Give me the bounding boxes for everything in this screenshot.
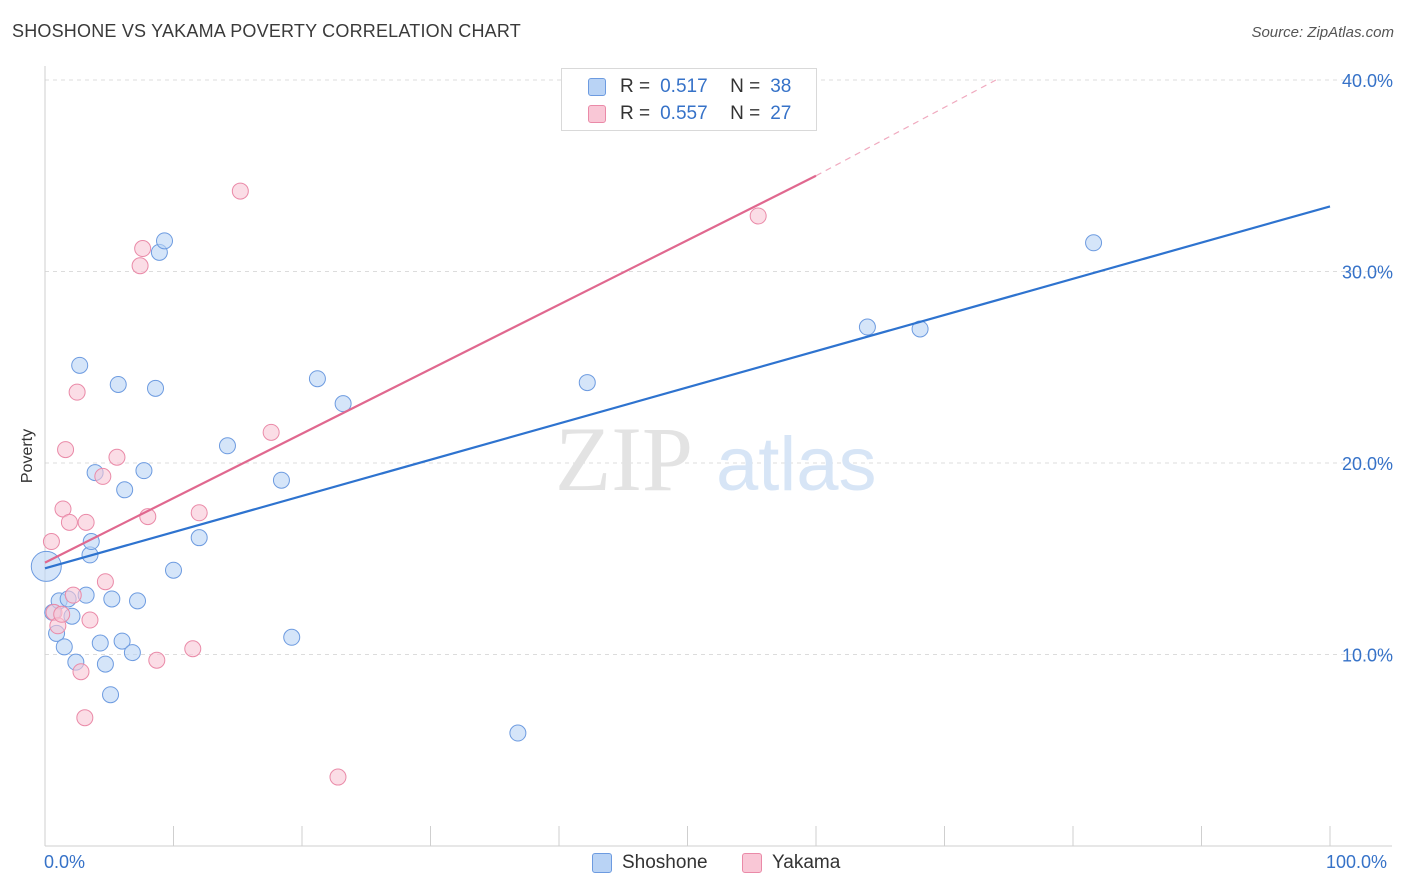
yakama-point xyxy=(68,383,86,401)
shoshone-point xyxy=(218,437,236,455)
yakama-point xyxy=(96,573,114,591)
shoshone-point xyxy=(190,529,208,547)
grid xyxy=(45,79,1392,655)
yakama-n-value: 27 xyxy=(770,103,792,124)
yakama-point xyxy=(190,504,208,522)
yakama-point xyxy=(131,257,149,275)
yakama-swatch xyxy=(588,105,606,123)
shoshone-point xyxy=(308,370,326,388)
legend-row-yakama: R = 0.557 N = 27 xyxy=(588,102,791,126)
legend-item-shoshone: Shoshone xyxy=(592,852,708,874)
shoshone-point xyxy=(272,471,290,489)
correlation-legend: R = 0.517 N = 38 R = 0.557 N = 27 xyxy=(561,68,817,131)
yakama-point xyxy=(53,605,71,623)
series-legend: Shoshone Yakama xyxy=(0,852,1406,876)
yakama-point xyxy=(262,423,280,441)
shoshone-point xyxy=(116,481,134,499)
yakama-point xyxy=(184,640,202,658)
yakama-point xyxy=(148,651,166,669)
shoshone-point xyxy=(1085,234,1103,252)
y-tick-labels: 10.0% 20.0% 30.0% 40.0% xyxy=(1342,71,1393,666)
yakama-r-value: 0.557 xyxy=(660,103,708,124)
shoshone-legend-label: Shoshone xyxy=(622,852,708,873)
yakama-legend-label: Yakama xyxy=(772,852,841,873)
r-label: R = xyxy=(620,103,651,124)
yakama-point xyxy=(231,182,249,200)
n-label: N = xyxy=(730,103,761,124)
r-label: R = xyxy=(620,76,651,97)
shoshone-point xyxy=(165,561,182,579)
yakama-point xyxy=(76,709,94,727)
yakama-trend-line xyxy=(44,174,817,564)
y-tick-label: 20.0% xyxy=(1342,454,1393,474)
shoshone-trend-line xyxy=(44,205,1331,570)
shoshone-point xyxy=(578,374,596,392)
shoshone-point xyxy=(102,686,120,704)
yakama-trend-extension xyxy=(815,79,997,177)
yakama-point xyxy=(134,240,152,258)
yakama-point xyxy=(64,586,82,604)
x-tick-min: 0.0% xyxy=(44,852,86,872)
watermark: ZIP atlas xyxy=(555,408,877,510)
shoshone-point xyxy=(123,644,141,662)
yakama-point xyxy=(749,207,767,225)
shoshone-n-value: 38 xyxy=(770,76,792,97)
yakama-point xyxy=(72,663,90,681)
yakama-point xyxy=(329,768,347,786)
yakama-point xyxy=(77,513,95,531)
shoshone-legend-swatch xyxy=(592,853,612,873)
shoshone-r-value: 0.517 xyxy=(660,76,708,97)
shoshone-point xyxy=(96,655,114,673)
trend-lines xyxy=(44,79,1331,570)
chart-title: SHOSHONE VS YAKAMA POVERTY CORRELATION C… xyxy=(12,21,521,41)
shoshone-swatch xyxy=(588,78,606,96)
shoshone-point xyxy=(71,356,89,374)
shoshone-point xyxy=(509,724,527,742)
shoshone-point xyxy=(147,379,165,397)
shoshone-point xyxy=(858,318,876,336)
y-tick-label: 10.0% xyxy=(1342,646,1393,666)
watermark-zip: ZIP xyxy=(555,408,693,510)
source-label: Source: ZipAtlas.com xyxy=(1251,24,1394,41)
shoshone-point xyxy=(135,462,153,480)
y-tick-label: 30.0% xyxy=(1342,263,1393,283)
yakama-point xyxy=(60,513,78,531)
shoshone-point xyxy=(113,632,131,650)
shoshone-point xyxy=(334,395,352,413)
legend-item-yakama: Yakama xyxy=(742,852,840,874)
yakama-legend-swatch xyxy=(742,853,762,873)
yakama-point xyxy=(42,533,60,551)
legend-row-shoshone: R = 0.517 N = 38 xyxy=(588,75,791,99)
x-axis xyxy=(44,66,1392,847)
shoshone-point xyxy=(109,375,127,393)
yakama-point xyxy=(57,441,75,459)
n-label: N = xyxy=(730,76,761,97)
shoshone-point xyxy=(103,590,121,608)
shoshone-point xyxy=(129,592,147,610)
y-tick-label: 40.0% xyxy=(1342,71,1393,91)
shoshone-point xyxy=(91,634,109,652)
yakama-point xyxy=(108,448,126,466)
shoshone-point xyxy=(283,628,301,646)
shoshone-point xyxy=(156,232,174,250)
watermark-atlas: atlas xyxy=(716,422,877,507)
x-tick-max: 100.0% xyxy=(1326,852,1388,872)
yakama-point xyxy=(81,611,99,629)
shoshone-point xyxy=(55,638,73,656)
yakama-point xyxy=(94,467,112,485)
